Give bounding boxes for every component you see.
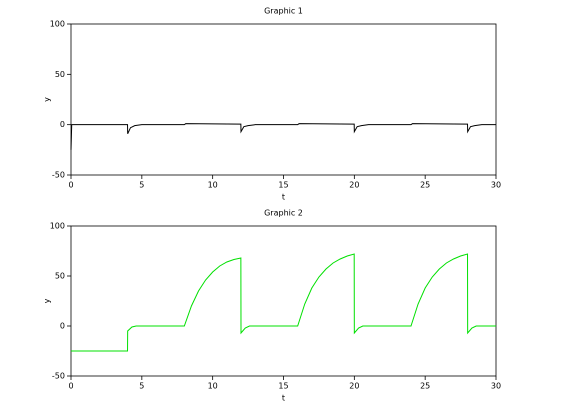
y-tick-label: 50 <box>55 70 65 79</box>
y-tick-label: 50 <box>55 272 65 281</box>
x-tick-label: 15 <box>278 181 288 190</box>
x-tick-label: 30 <box>491 382 501 391</box>
y-tick-label: 100 <box>50 20 65 29</box>
x-tick-label: 10 <box>208 382 218 391</box>
x-tick-label: 0 <box>68 382 73 391</box>
x-tick-label: 20 <box>349 181 359 190</box>
x-axis-label: t <box>282 193 285 202</box>
x-tick-label: 0 <box>68 181 73 190</box>
line <box>71 253 496 352</box>
chart-title: Graphic 1 <box>264 7 303 16</box>
x-tick-label: 25 <box>420 181 430 190</box>
y-axis-label: y <box>43 97 52 102</box>
y-axis-label: y <box>43 298 52 303</box>
y-tick-label: 0 <box>60 322 65 331</box>
y-tick-label: 100 <box>50 222 65 231</box>
x-tick-label: 20 <box>349 382 359 391</box>
x-axis-label: t <box>282 394 285 401</box>
x-tick-label: 15 <box>278 382 288 391</box>
x-tick-label: 5 <box>139 181 144 190</box>
plot-frame <box>70 225 497 377</box>
y-tick-label: 0 <box>60 120 65 129</box>
x-tick-label: 10 <box>208 181 218 190</box>
y-tick-label: -50 <box>52 171 65 180</box>
plot-frame <box>70 23 497 176</box>
x-tick-label: 25 <box>420 382 430 391</box>
chart-title: Graphic 2 <box>264 209 303 218</box>
y-tick-label: -50 <box>52 372 65 381</box>
x-tick-label: 5 <box>139 382 144 391</box>
x-tick-label: 30 <box>491 181 501 190</box>
line <box>70 123 496 150</box>
